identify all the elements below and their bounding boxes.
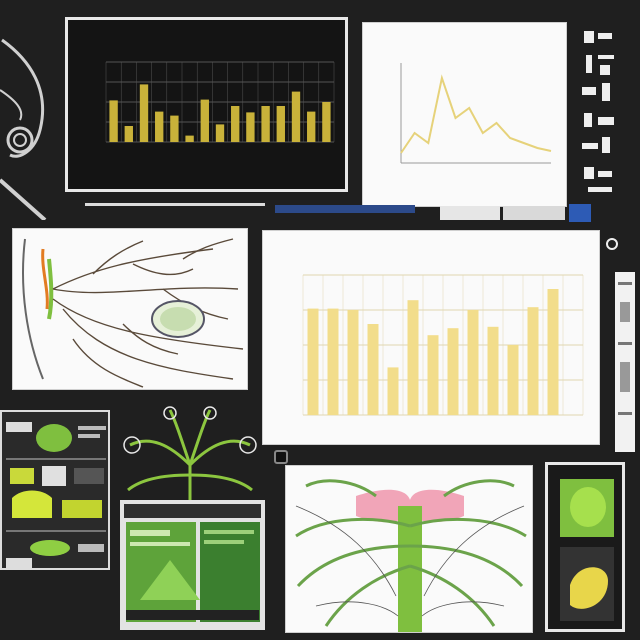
- dark-bar-chart: [105, 61, 335, 143]
- decorative-swirl: [0, 20, 60, 220]
- image-frame-graphic: [560, 479, 614, 621]
- main-chart-bar: [367, 324, 379, 415]
- connector-dot-right: [606, 238, 618, 250]
- main-chart-bar: [327, 308, 339, 415]
- vertical-strip-graphic: [618, 282, 632, 415]
- line-chart-series-line: [400, 74, 552, 154]
- thumbnail-list-graphic: [2, 412, 108, 568]
- dark-chart-bar: [231, 106, 240, 142]
- dark-chart-bar: [276, 106, 285, 142]
- main-chart-bar: [467, 310, 479, 415]
- dark-chart-bar: [246, 112, 255, 142]
- toolbar-strip-graphic: [85, 203, 591, 222]
- main-chart-bar: [447, 328, 459, 415]
- anatomy-diagram-panel: [285, 465, 533, 633]
- main-chart-bar: [487, 326, 499, 415]
- dark-chart-bar: [200, 99, 209, 142]
- dark-chart-bar: [185, 135, 194, 142]
- connector-dot-left: [274, 450, 288, 464]
- dark-chart-bar: [215, 124, 225, 142]
- dark-chart-bar: [109, 100, 118, 142]
- toolbar-strip: [85, 202, 593, 224]
- main-bar-chart: [302, 274, 584, 416]
- line-chart-panel: [362, 22, 567, 207]
- main-chart-bar: [307, 308, 319, 415]
- branch-icon-graphic: [123, 406, 257, 500]
- main-chart-bar: [427, 335, 439, 415]
- swirl-graphic: [0, 38, 47, 220]
- main-chart-bar: [527, 307, 539, 415]
- main-chart-bar: [407, 300, 419, 415]
- branch-diagram: [22, 238, 244, 388]
- dark-chart-bar: [307, 111, 316, 142]
- main-chart-bar: [347, 310, 359, 415]
- dark-chart-bar: [139, 84, 149, 142]
- right-icon-column: [578, 25, 620, 195]
- dark-chart-bar: [291, 91, 301, 142]
- green-screen-window: [120, 500, 265, 630]
- dark-bar-chart-panel: [65, 17, 348, 192]
- main-chart-bar: [507, 345, 519, 415]
- line-chart: [400, 63, 552, 164]
- main-chart-bar: [547, 289, 559, 415]
- green-screen-graphic: [124, 504, 261, 622]
- main-bar-chart-panel: [262, 230, 600, 445]
- anatomy-diagram: [295, 479, 527, 632]
- dark-chart-bar: [322, 102, 331, 142]
- thumbnail-list-panel: [0, 410, 110, 570]
- dark-chart-bar: [124, 126, 133, 142]
- image-frame-panel: [545, 462, 625, 632]
- green-branch-icon: [120, 405, 260, 505]
- branch-diagram-panel: [12, 228, 248, 390]
- icon-glyph-strip: [582, 31, 614, 192]
- dark-chart-bar: [261, 106, 270, 142]
- dark-chart-bar: [155, 111, 164, 142]
- right-vertical-strip: [615, 272, 635, 452]
- dark-chart-bar: [170, 115, 179, 142]
- main-chart-bar: [387, 367, 399, 415]
